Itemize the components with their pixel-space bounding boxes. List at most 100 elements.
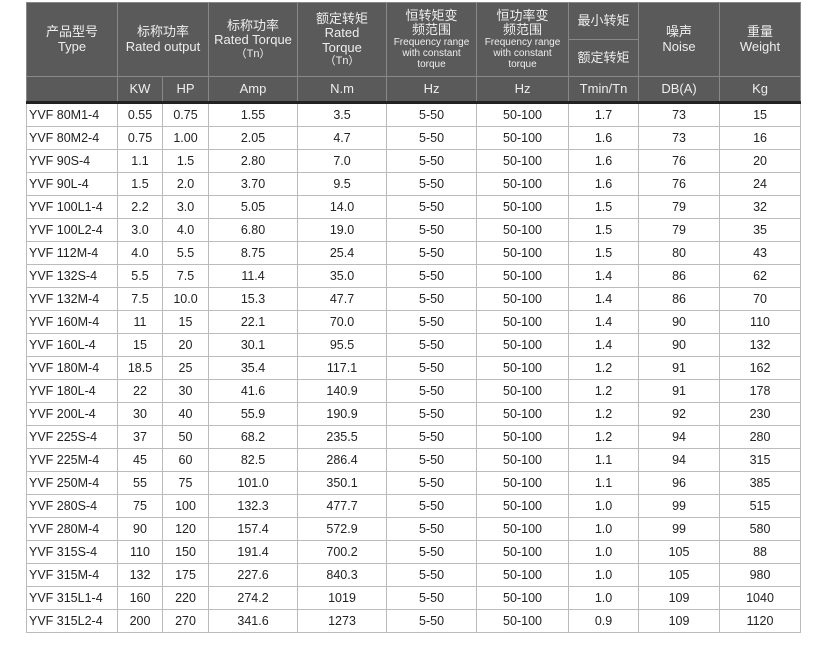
table-row: YVF 280S-4 75 100 132.3 477.7 5-50 50-100 1.0 99… xyxy=(26,494,802,518)
torque-sub: （Tn） xyxy=(324,54,360,67)
table-cell: 227.6 xyxy=(208,563,299,587)
table-cell: 43 xyxy=(719,241,802,265)
table-row: YVF 132M-4 7.5 10.0 15.3 47.7 5-50 50-100 1.4 86… xyxy=(26,287,802,311)
table-cell: 5.05 xyxy=(208,195,299,219)
output-cn: 标称功率 xyxy=(137,24,190,40)
table-cell: 1040 xyxy=(719,586,802,610)
unit-cell: HP xyxy=(161,76,210,104)
table-row: YVF 280M-4 90 120 157.4 572.9 5-50 50-100 1.0 99… xyxy=(26,517,802,541)
table-cell: 162 xyxy=(719,356,802,380)
ct-cn2: 频范围 xyxy=(412,22,452,37)
table-cell: 5-50 xyxy=(386,195,478,219)
header-constant-torque: 恒转矩变 频范围 Frequency range with constant tor… xyxy=(386,2,478,77)
table-cell: 30.1 xyxy=(208,333,299,357)
unit-cell: Amp xyxy=(208,76,299,104)
cp-cn2: 频范围 xyxy=(503,22,543,37)
table-cell: 1.5 xyxy=(117,172,163,196)
table-cell: 86 xyxy=(638,287,721,311)
table-cell: 50-100 xyxy=(476,172,570,196)
table-cell: 10.0 xyxy=(161,287,210,311)
table-cell: 385 xyxy=(719,471,802,495)
table-cell: 5-50 xyxy=(386,172,478,196)
table-row: YVF 315M-4 132 175 227.6 840.3 5-50 50-100 1.0 1… xyxy=(26,563,802,587)
cell-type: YVF 112M-4 xyxy=(26,241,118,265)
table-cell: 1.4 xyxy=(568,310,640,334)
weight-en: Weight xyxy=(739,38,781,54)
header-weight: 重量 Weight xyxy=(719,2,802,77)
table-cell: 11.4 xyxy=(208,264,299,288)
table-cell: 88 xyxy=(719,540,802,564)
table-cell: 5-50 xyxy=(386,586,478,610)
table-row: YVF 112M-4 4.0 5.5 8.75 25.4 5-50 50-100 1.5 80 4… xyxy=(26,241,802,265)
table-row: YVF 180L-4 22 30 41.6 140.9 5-50 50-100 1.2 91 17… xyxy=(26,379,802,403)
table-cell: 235.5 xyxy=(297,425,388,449)
table-cell: 270 xyxy=(161,609,210,633)
noise-en: Noise xyxy=(662,38,696,54)
cell-type: YVF 100L1-4 xyxy=(26,195,118,219)
table-cell: 99 xyxy=(638,517,721,541)
cell-type: YVF 315M-4 xyxy=(26,563,118,587)
table-cell: 109 xyxy=(638,609,721,633)
table-cell: 50-100 xyxy=(476,448,570,472)
table-cell: 5.5 xyxy=(117,264,163,288)
table-cell: 150 xyxy=(161,540,210,564)
table-cell: 157.4 xyxy=(208,517,299,541)
table-cell: 2.80 xyxy=(208,149,299,173)
table-cell: 110 xyxy=(117,540,163,564)
table-cell: 80 xyxy=(638,241,721,265)
table-cell: 1.0 xyxy=(568,540,640,564)
torque-en1: Rated xyxy=(324,25,360,41)
table-cell: 50-100 xyxy=(476,149,570,173)
table-cell: 117.1 xyxy=(297,356,388,380)
table-cell: 15 xyxy=(719,102,802,127)
table-cell: 5-50 xyxy=(386,126,478,150)
current-cn: 标称功率 xyxy=(227,18,280,34)
table-cell: 50-100 xyxy=(476,494,570,518)
noise-cn: 噪声 xyxy=(666,24,693,40)
table-cell: 2.2 xyxy=(117,195,163,219)
table-cell: 76 xyxy=(638,149,721,173)
table-row: YVF 80M1-4 0.55 0.75 1.55 3.5 5-50 50-100 1.7 73… xyxy=(26,102,802,127)
table-cell: 16 xyxy=(719,126,802,150)
table-cell: 175 xyxy=(161,563,210,587)
table-cell: 15 xyxy=(161,310,210,334)
table-cell: 50-100 xyxy=(476,540,570,564)
table-cell: 5.5 xyxy=(161,241,210,265)
table-row: YVF 225S-4 37 50 68.2 235.5 5-50 50-100 1.2 94 28… xyxy=(26,425,802,449)
cell-type: YVF 225M-4 xyxy=(26,448,118,472)
table-cell: 2.05 xyxy=(208,126,299,150)
unit-cell: N.m xyxy=(297,76,388,104)
table-row: YVF 315S-4 110 150 191.4 700.2 5-50 50-100 1.0 1… xyxy=(26,540,802,564)
table-row: YVF 90S-4 1.1 1.5 2.80 7.0 5-50 50-100 1.6 76 20 xyxy=(26,149,802,173)
unit-cell: KW xyxy=(117,76,163,104)
table-row: YVF 200L-4 30 40 55.9 190.9 5-50 50-100 1.2 92 23… xyxy=(26,402,802,426)
table-cell: 1.55 xyxy=(208,102,299,127)
table-cell: 62 xyxy=(719,264,802,288)
cell-type: YVF 160M-4 xyxy=(26,310,118,334)
table-cell: 4.7 xyxy=(297,126,388,150)
table-cell: 5-50 xyxy=(386,310,478,334)
table-cell: 86 xyxy=(638,264,721,288)
table-cell: 73 xyxy=(638,126,721,150)
table-cell: 132 xyxy=(117,563,163,587)
table-cell: 1019 xyxy=(297,586,388,610)
table-cell: 3.5 xyxy=(297,102,388,127)
table-cell: 30 xyxy=(117,402,163,426)
ct-en: Frequency range with constant torque xyxy=(393,37,470,71)
table-cell: 50-100 xyxy=(476,102,570,127)
table-cell: 50-100 xyxy=(476,609,570,633)
table-cell: 1.0 xyxy=(568,517,640,541)
cell-type: YVF 90L-4 xyxy=(26,172,118,196)
table-cell: 55 xyxy=(117,471,163,495)
table-cell: 7.5 xyxy=(117,287,163,311)
table-cell: 82.5 xyxy=(208,448,299,472)
table-cell: 50-100 xyxy=(476,471,570,495)
table-cell: 20 xyxy=(161,333,210,357)
current-en: Rated Torque xyxy=(214,32,292,48)
unit-cell: Tmin/Tn xyxy=(568,76,640,104)
table-cell: 840.3 xyxy=(297,563,388,587)
table-cell: 79 xyxy=(638,218,721,242)
table-cell: 1.7 xyxy=(568,102,640,127)
table-cell: 5-50 xyxy=(386,264,478,288)
table-cell: 1.4 xyxy=(568,264,640,288)
